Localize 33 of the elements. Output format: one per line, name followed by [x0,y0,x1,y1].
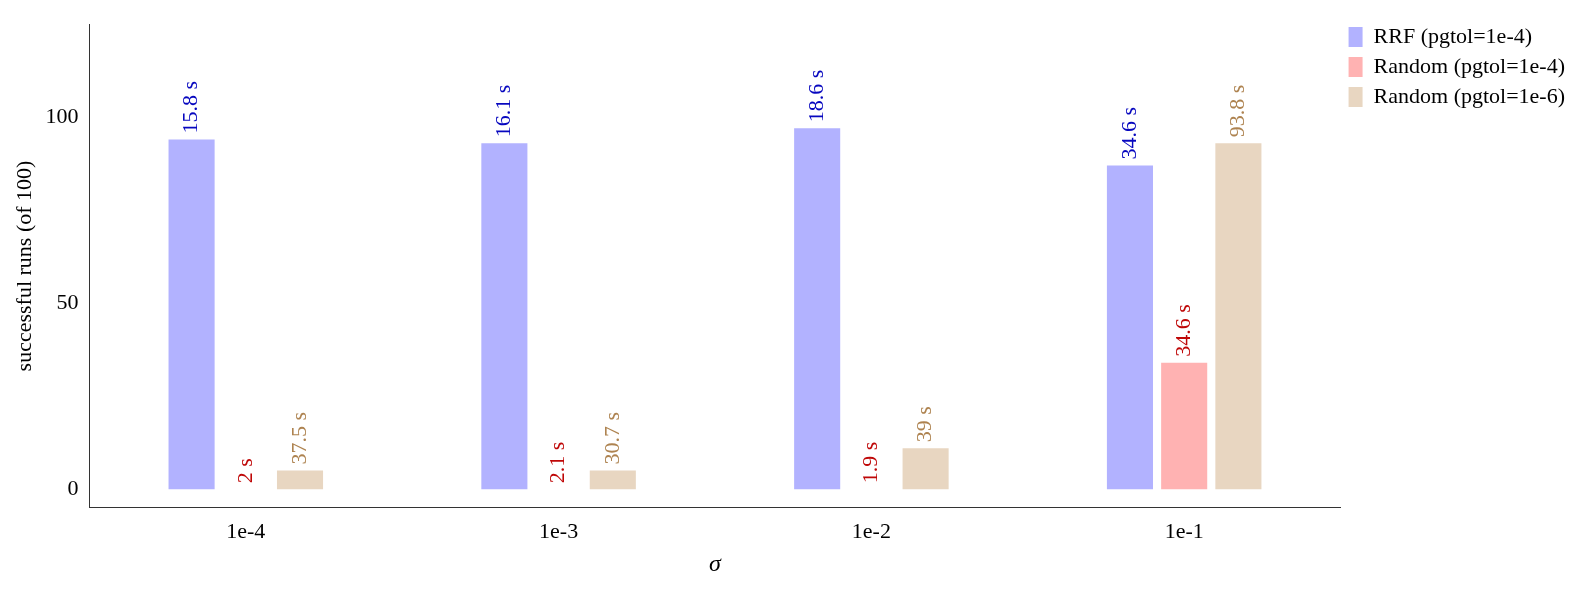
bar [276,470,324,490]
annotation: 2.1 s [544,441,570,484]
y-tick-label: 100 [45,102,79,128]
y-tick-label: 50 [56,288,79,314]
y-axis-title: successful runs (of 100) [10,160,36,372]
x-tick-label: 1e-2 [851,517,891,543]
bar [1106,165,1153,490]
x-tick-label: 1e-3 [539,517,579,543]
annotation: 34.6 s [1169,304,1195,357]
annotation: 1.9 s [857,441,883,484]
annotation: 16.1 s [490,84,516,138]
bar [794,128,841,490]
annotation: 18.6 s [802,69,828,123]
annotation: 34.6 s [1115,107,1141,160]
bar [1215,143,1262,490]
bar [168,139,215,490]
annotation: 39 s [911,406,937,443]
annotation: 37.5 s [285,412,311,465]
bar [589,470,636,490]
annotation: 30.7 s [598,412,624,465]
x-axis-title: σ [709,549,723,576]
annotation: 15.8 s [177,80,203,134]
annotation: 2 s [231,458,257,484]
y-tick-label: 0 [67,474,79,500]
annotation: 93.8 s [1224,84,1250,138]
legend-label: Random (pgtol=1e-4) [1373,52,1566,78]
x-tick-label: 1e-1 [1164,517,1204,543]
bar [902,448,949,490]
legend-label: Random (pgtol=1e-6) [1373,82,1566,108]
x-tick-label: 1e-4 [226,517,266,543]
legend-label: RRF (pgtol=1e-4) [1373,22,1533,48]
bar [1161,362,1208,490]
bar [481,143,528,490]
